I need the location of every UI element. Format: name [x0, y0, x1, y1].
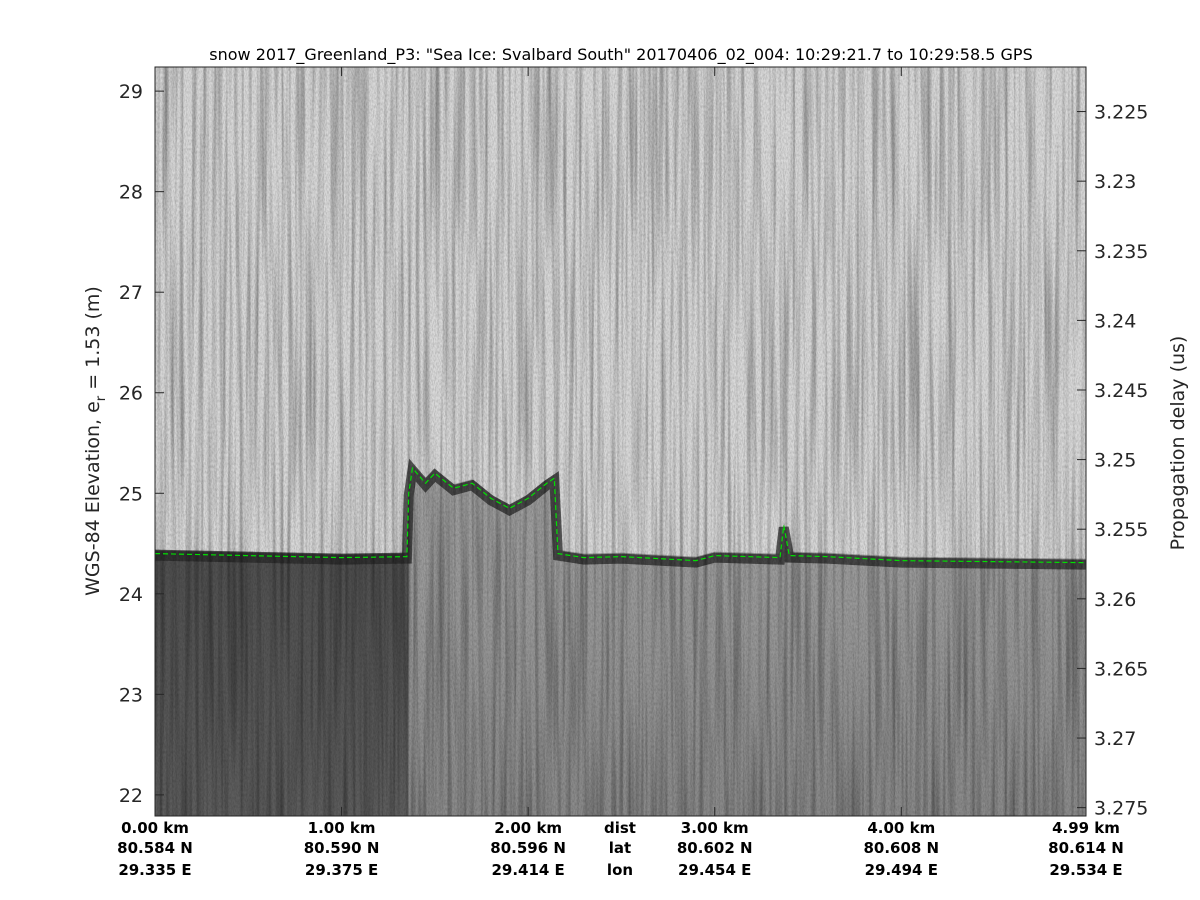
x-tick-label-lat: 80.590 N: [304, 839, 380, 857]
y-tick-label: 23: [119, 684, 143, 706]
x-tick-label-lon: 29.454 E: [678, 861, 751, 879]
y2-tick-label: 3.25: [1094, 450, 1136, 472]
row-label-dist: dist: [604, 819, 636, 837]
y-axis-label: WGS-84 Elevation, er = 1.53 (m): [82, 286, 109, 596]
surface-line: [155, 466, 1086, 564]
echogram-image: [155, 67, 1086, 816]
y2-tick-label: 3.225: [1094, 102, 1148, 124]
row-label-lat: lat: [609, 839, 631, 857]
x-tick-label-lon: 29.534 E: [1049, 861, 1122, 879]
y2-tick-label: 3.24: [1094, 310, 1136, 332]
y-tick-label: 25: [119, 483, 143, 505]
x-tick-label-lat: 80.608 N: [863, 839, 939, 857]
y2-tick-label: 3.245: [1094, 380, 1148, 402]
y2-tick-label: 3.275: [1094, 798, 1148, 820]
y2-tick-label: 3.265: [1094, 658, 1148, 680]
x-tick-label-lon: 29.335 E: [118, 861, 191, 879]
x-tick-label-lat: 80.602 N: [677, 839, 753, 857]
y2-tick-label: 3.26: [1094, 589, 1136, 611]
x-tick-label-dist: 3.00 km: [681, 819, 749, 837]
y-tick-label: 28: [119, 182, 143, 204]
y-tick-label: 29: [119, 81, 143, 103]
x-tick-label-lon: 29.414 E: [491, 861, 564, 879]
y-tick-label: 26: [119, 383, 143, 405]
plot-frame: [154, 66, 1087, 817]
y-tick-label: 24: [119, 584, 143, 606]
y-tick-label: 27: [119, 282, 143, 304]
x-tick-label-lat: 80.614 N: [1048, 839, 1124, 857]
chart-title: snow 2017_Greenland_P3: "Sea Ice: Svalba…: [209, 45, 1032, 65]
y2-tick-label: 3.27: [1094, 728, 1136, 750]
x-tick-label-dist: 1.00 km: [308, 819, 376, 837]
x-tick-label-lon: 29.494 E: [865, 861, 938, 879]
y2-tick-label: 3.235: [1094, 241, 1148, 263]
x-tick-label-dist: 2.00 km: [494, 819, 562, 837]
y2-axis-label: Propagation delay (us): [1167, 336, 1189, 551]
x-tick-label-lat: 80.596 N: [490, 839, 566, 857]
row-label-lon: lon: [607, 861, 633, 879]
x-tick-label-lat: 80.584 N: [117, 839, 193, 857]
y-tick-label: 22: [119, 785, 143, 807]
x-tick-label-lon: 29.375 E: [305, 861, 378, 879]
x-tick-label-dist: 4.99 km: [1052, 819, 1120, 837]
y2-tick-label: 3.23: [1094, 171, 1136, 193]
x-tick-label-dist: 4.00 km: [867, 819, 935, 837]
y2-tick-label: 3.255: [1094, 519, 1148, 541]
x-tick-label-dist: 0.00 km: [121, 819, 189, 837]
